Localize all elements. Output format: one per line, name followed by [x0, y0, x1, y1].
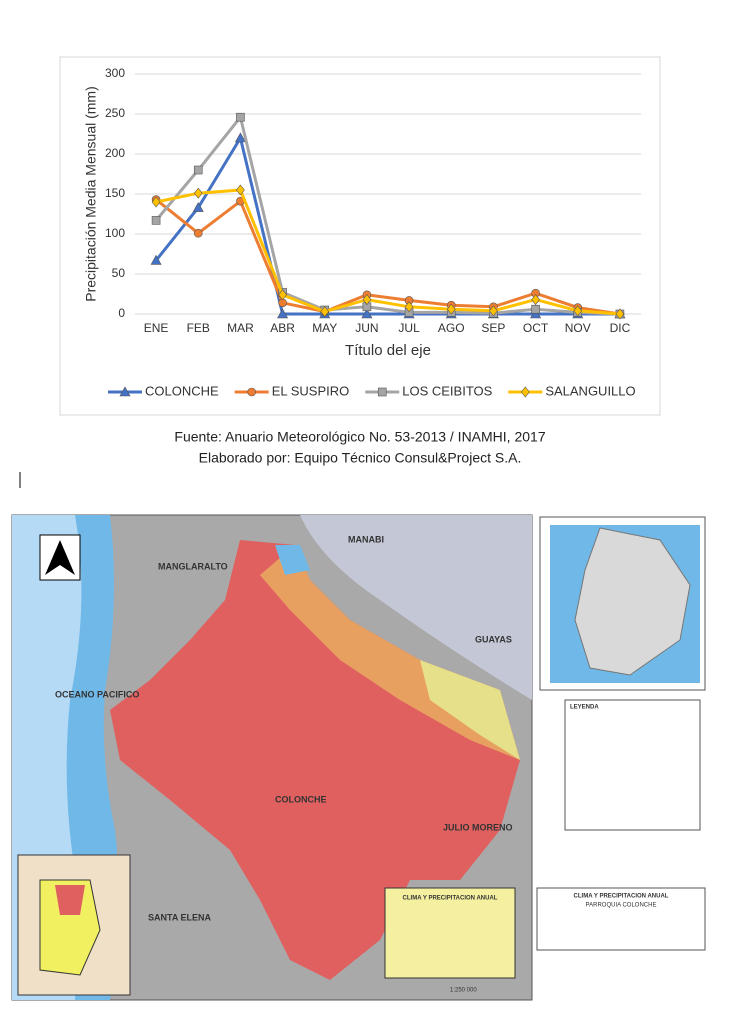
marker [531, 294, 540, 306]
map-label: COLONCHE [275, 794, 327, 804]
marker [234, 132, 246, 143]
series-line [154, 134, 620, 316]
legend-label: LOS CEIBITOS [402, 383, 492, 398]
x-tick-label: JUL [398, 321, 420, 335]
legend-marker [377, 387, 387, 397]
marker [361, 308, 373, 319]
marker [193, 165, 203, 175]
x-tick-label: DIC [610, 321, 631, 335]
y-tick-label: 200 [105, 146, 125, 160]
x-tick-label: NOV [565, 321, 591, 335]
inset-province [39, 879, 101, 976]
inset-parish [55, 885, 85, 915]
chart-frame [59, 56, 661, 416]
marker [362, 294, 372, 306]
north-arrow [45, 540, 75, 575]
marker [320, 306, 330, 318]
block-subtitle: PARROQUIA COLONCHE [586, 903, 657, 909]
x-tick-label: ENE [144, 321, 169, 335]
climate-box [384, 887, 516, 979]
zone-mild [420, 660, 520, 760]
region-manabi [300, 515, 532, 700]
block-title: CLIMA Y PRECIPITACION ANUAL [574, 894, 669, 900]
x-tick-label: ABR [270, 321, 295, 335]
marker [193, 228, 203, 238]
marker [404, 301, 414, 313]
y-tick-label: 0 [118, 306, 125, 320]
legend-label: SALANGUILLO [545, 383, 635, 398]
marker [615, 308, 625, 320]
x-tick-label: AGO [438, 321, 465, 335]
legend-marker [247, 387, 256, 397]
y-tick-label: 300 [105, 66, 125, 80]
marker [573, 305, 583, 317]
chart: 0 50 100 150 200 250 300 ENE FEB MAR ABR MAY JUN JUL A… [83, 66, 641, 398]
map-label: MANABI [348, 534, 384, 544]
legend-marker [119, 386, 131, 397]
marker [236, 112, 245, 122]
y-tick-label: 100 [105, 226, 125, 240]
map-scale: 1:250 000 [450, 988, 477, 994]
title-block [536, 887, 706, 951]
marker [236, 184, 245, 196]
marker [151, 196, 161, 208]
marker [278, 289, 287, 301]
series-line [155, 188, 621, 316]
map-label: MANGLARALTO [158, 561, 228, 571]
legend-marker [520, 386, 530, 398]
legend-label: EL SUSPIRO [272, 383, 350, 398]
legend-frame [564, 699, 701, 831]
credit-line: Elaborado por: Equipo Técnico Consul&Pro… [199, 450, 522, 466]
marker [446, 303, 456, 315]
marker [192, 201, 204, 212]
parish-colonche [110, 540, 520, 980]
zone-cool [275, 545, 310, 575]
series-line [155, 198, 621, 316]
legend-label: COLONCHE [145, 383, 219, 398]
marker [150, 254, 162, 265]
x-tick-label: MAY [312, 321, 337, 335]
map-label: OCEANO PACIFICO [55, 689, 139, 699]
map-label: SANTA ELENA [148, 912, 212, 922]
marker [193, 187, 203, 199]
y-tick-label: 250 [105, 106, 125, 120]
x-tick-label: MAR [227, 321, 254, 335]
x-tick-label: SEP [481, 321, 505, 335]
series-line [154, 113, 620, 316]
legend-title: LEYENDA [570, 705, 599, 711]
y-axis-title: Precipitación Media Mensual (mm) [83, 86, 99, 302]
map-label: GUAYAS [475, 634, 512, 644]
map-label: JULIO MORENO [443, 822, 513, 832]
x-tick-label: FEB [187, 321, 210, 335]
marker [531, 304, 540, 314]
climate-box-title: CLIMA Y PRECIPITACION ANUAL [403, 896, 498, 902]
marker [151, 216, 161, 225]
x-tick-label: JUN [355, 321, 378, 335]
marker [277, 308, 289, 319]
x-tick-label: OCT [523, 321, 549, 335]
locator-country [574, 527, 691, 676]
map: CLIMA Y PRECIPITACION ANUAL MANGLARALTO … [11, 514, 706, 1001]
x-axis-title: Título del eje [345, 342, 431, 359]
source-line: Fuente: Anuario Meteorológico No. 53-201… [174, 429, 545, 445]
y-tick-label: 50 [112, 266, 126, 280]
marker [489, 305, 498, 317]
y-tick-label: 150 [105, 186, 125, 200]
